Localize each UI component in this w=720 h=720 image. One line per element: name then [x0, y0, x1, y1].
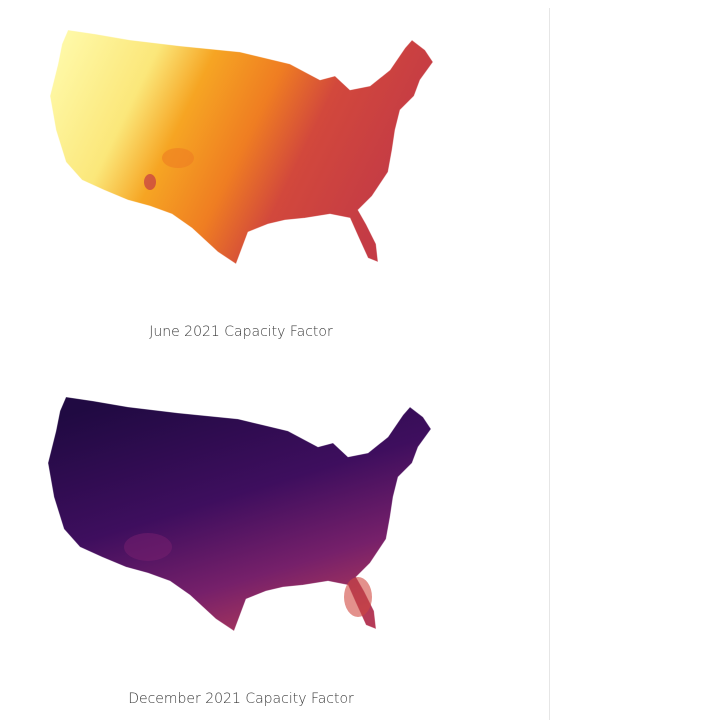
map-region: [144, 174, 156, 190]
june-map: [49, 29, 434, 265]
map-shape: [48, 397, 431, 631]
map-caption: December 2021 Capacity Factor: [128, 691, 354, 707]
map-shape: [50, 30, 433, 264]
map-region: [124, 533, 172, 561]
december-map: [47, 396, 432, 632]
map-caption: June 2021 Capacity Factor: [149, 324, 333, 340]
map-region: [344, 577, 372, 617]
map-region: [162, 148, 194, 168]
